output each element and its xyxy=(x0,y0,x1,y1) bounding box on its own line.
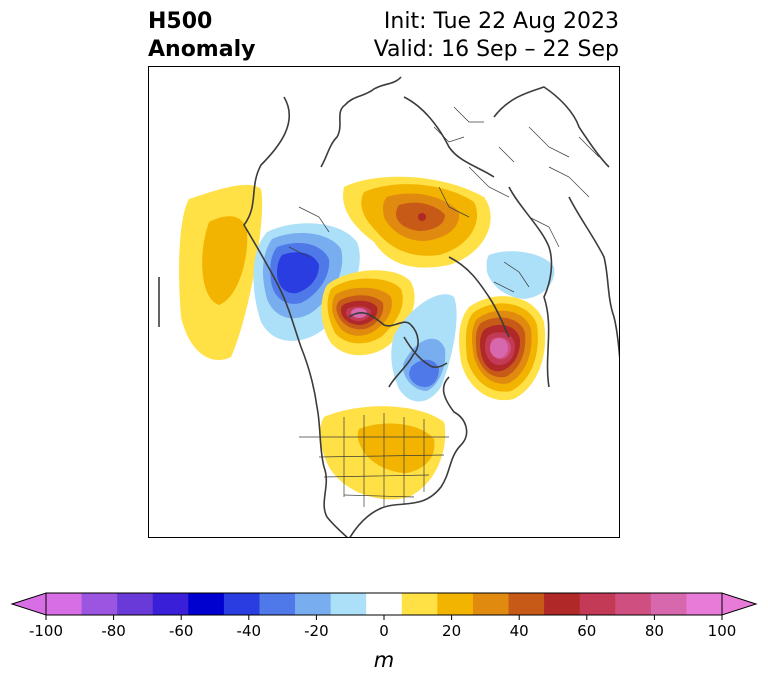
colorbar-bins xyxy=(10,592,758,616)
colorbar-svg: -100 -80 -60 -40 -20 0 20 40 60 80 100 m xyxy=(10,592,758,672)
colorbar-extend-low xyxy=(10,592,47,616)
colorbar-bin xyxy=(579,593,616,615)
colorbar-bin xyxy=(81,593,118,615)
colorbar-bin xyxy=(544,593,581,615)
title-line-2: Anomaly xyxy=(148,37,256,62)
positive-anomaly-eurasia xyxy=(343,176,491,268)
colorbar-tick-label: -40 xyxy=(237,622,262,640)
colorbar-tick-label: -80 xyxy=(101,622,126,640)
colorbar: -100 -80 -60 -40 -20 0 20 40 60 80 100 m xyxy=(0,585,768,680)
negative-anomaly-hudson-bay xyxy=(391,294,457,402)
anomaly-map xyxy=(148,66,620,538)
colorbar-tick-label: 0 xyxy=(379,622,389,640)
colorbar-bin xyxy=(437,593,474,615)
map-canvas xyxy=(149,76,619,537)
init-date: Init: Tue 22 Aug 2023 xyxy=(383,9,619,34)
positive-anomaly-united-states xyxy=(319,406,446,500)
positive-anomaly-west-pacific xyxy=(179,184,263,361)
colorbar-tick-label: 80 xyxy=(645,622,664,640)
colorbar-tick-label: -100 xyxy=(29,622,63,640)
colorbar-bin xyxy=(615,593,652,615)
white-region-left-edge xyxy=(149,289,159,319)
valid-range: Valid: 16 Sep – 22 Sep xyxy=(373,37,619,62)
colorbar-tick-label: 100 xyxy=(708,622,737,640)
colorbar-tick-label: 40 xyxy=(510,622,529,640)
colorbar-bin xyxy=(472,593,510,615)
colorbar-tick-label: 20 xyxy=(442,622,461,640)
colorbar-bin xyxy=(508,593,545,615)
colorbar-bin xyxy=(188,593,225,615)
negative-anomaly-europe xyxy=(486,251,555,299)
colorbar-ticks: -100 -80 -60 -40 -20 0 20 40 60 80 100 xyxy=(29,615,736,640)
colorbar-bin xyxy=(366,593,403,615)
colorbar-bin xyxy=(117,593,154,615)
colorbar-bin xyxy=(223,593,260,615)
title-line-1: H500 xyxy=(148,9,213,34)
colorbar-bin xyxy=(259,593,296,615)
colorbar-bin xyxy=(330,593,367,615)
colorbar-bin xyxy=(152,593,189,615)
colorbar-tick-label: -60 xyxy=(169,622,194,640)
colorbar-unit-label: m xyxy=(374,648,394,672)
colorbar-bin xyxy=(401,593,438,615)
colorbar-bin xyxy=(295,593,332,615)
colorbar-bin xyxy=(650,593,687,615)
colorbar-extend-high xyxy=(721,592,758,616)
colorbar-tick-label: 60 xyxy=(577,622,596,640)
political-borders xyxy=(288,106,600,507)
colorbar-tick-label: -20 xyxy=(304,622,329,640)
positive-anomaly-north-atlantic xyxy=(459,296,546,401)
negative-anomaly-west-canada xyxy=(253,223,360,341)
map-title: H500 Anomaly xyxy=(148,8,255,64)
colorbar-bin xyxy=(686,593,723,615)
map-date-info: Init: Tue 22 Aug 2023 Valid: 16 Sep – 22… xyxy=(374,8,619,64)
colorbar-bin xyxy=(46,593,83,615)
